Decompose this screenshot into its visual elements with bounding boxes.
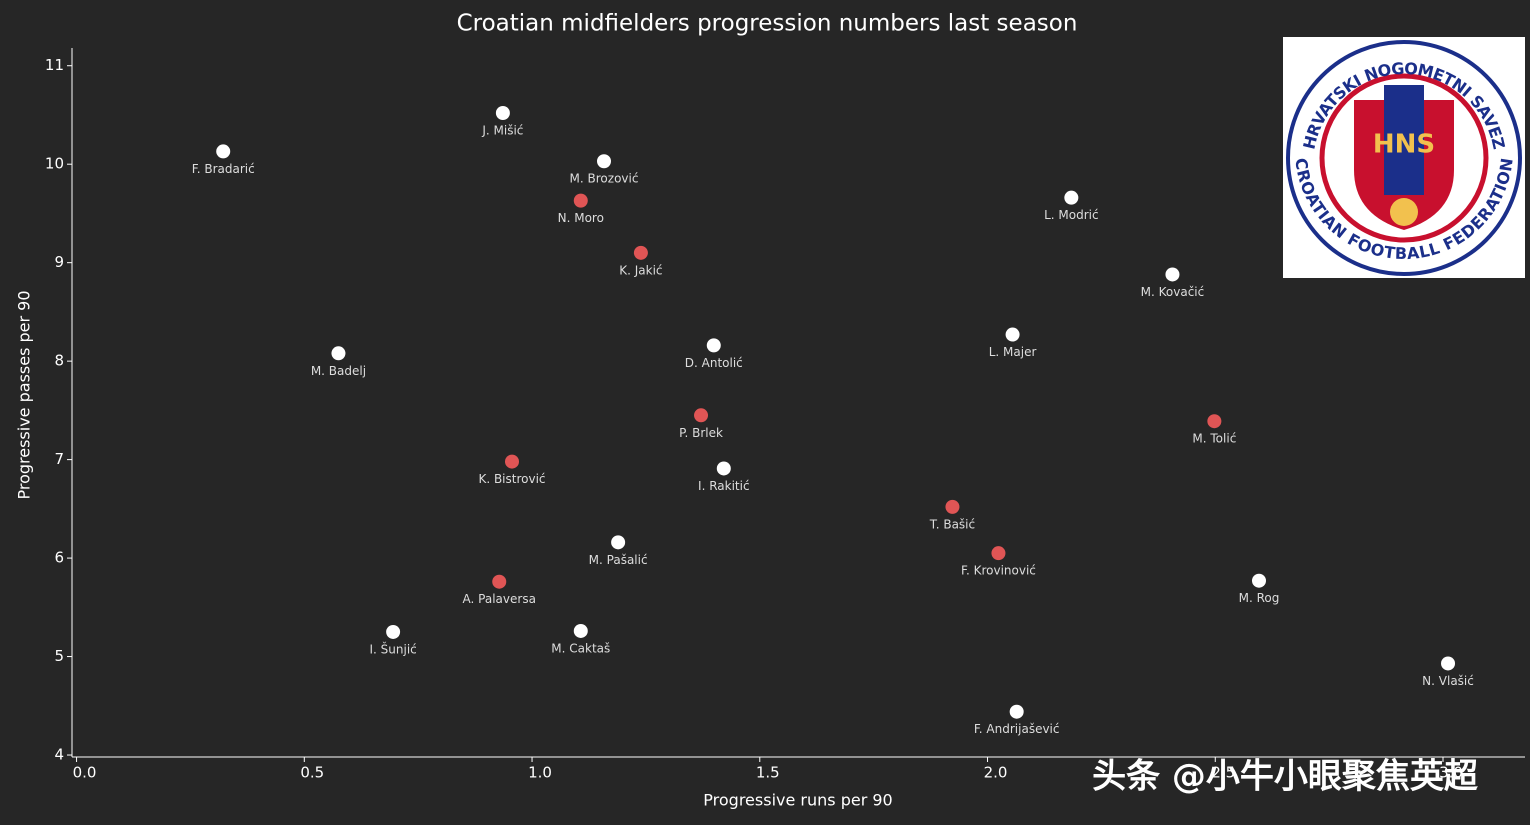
- x-tick-label: 0.0: [73, 764, 97, 782]
- point-label: N. Moro: [558, 211, 604, 225]
- x-tick-label: 2.5: [1211, 764, 1235, 782]
- point: [331, 346, 346, 361]
- point: [1005, 327, 1020, 342]
- point: [1251, 573, 1266, 588]
- point: [945, 499, 960, 514]
- x-axis-label: Progressive runs per 90: [703, 791, 892, 810]
- y-tick-label: 5: [54, 647, 64, 665]
- point-label: F. Krovinović: [961, 564, 1036, 578]
- point-label: L. Modrić: [1044, 208, 1099, 222]
- point-label: M. Brozović: [570, 172, 639, 186]
- x-tick-label: 2.0: [984, 764, 1008, 782]
- x-tick-label: 0.5: [300, 764, 324, 782]
- point: [573, 193, 588, 208]
- point-label: M. Rog: [1239, 591, 1280, 605]
- point: [633, 245, 648, 260]
- y-tick-label: 9: [54, 253, 64, 271]
- x-tick-label: 1.5: [756, 764, 780, 782]
- point-label: M. Tolić: [1192, 432, 1236, 446]
- point: [1009, 704, 1024, 719]
- point: [492, 574, 507, 589]
- point-label: D. Antolić: [685, 356, 743, 370]
- point-label: M. Pašalić: [589, 553, 648, 567]
- point: [1064, 190, 1079, 205]
- point: [504, 454, 519, 469]
- watermark: 头条 @小牛小眼聚焦英超: [1092, 757, 1479, 797]
- point: [694, 408, 709, 423]
- point-label: T. Bašić: [929, 517, 975, 531]
- logo: HRVATSKI NOGOMETNI SAVEZ CROATIAN FOOTBA…: [1283, 37, 1525, 278]
- y-tick-label: 10: [45, 155, 64, 173]
- point-label: M. Badelj: [311, 364, 366, 378]
- point: [495, 105, 510, 120]
- point: [611, 535, 626, 550]
- point-label: J. Mišić: [481, 123, 523, 137]
- point: [716, 461, 731, 476]
- point: [706, 338, 721, 353]
- point: [1441, 656, 1456, 671]
- point: [991, 546, 1006, 561]
- point-label: A. Palaversa: [463, 592, 536, 606]
- y-tick-label: 11: [45, 56, 64, 74]
- y-tick-label: 6: [54, 549, 64, 567]
- point-label: K. Jakić: [619, 263, 662, 277]
- point-label: K. Bistrović: [478, 472, 545, 486]
- y-tick-label: 7: [54, 450, 64, 468]
- point: [1207, 414, 1222, 429]
- point-label: P. Brlek: [679, 426, 723, 440]
- point: [386, 624, 401, 639]
- point: [1165, 267, 1180, 282]
- point-label: I. Šunjić: [369, 641, 416, 656]
- y-axis-label: Progressive passes per 90: [15, 290, 34, 499]
- point-label: M. Kovačić: [1141, 285, 1205, 299]
- x-tick-label: 1.0: [528, 764, 552, 782]
- logo-band: [1384, 85, 1424, 195]
- x-tick-label: 3.0: [1439, 764, 1463, 782]
- point-label: I. Rakitić: [698, 479, 750, 493]
- point-label: L. Majer: [989, 345, 1037, 359]
- point: [597, 154, 612, 169]
- point-label: F. Andrijašević: [974, 722, 1060, 736]
- point-label: F. Bradarić: [192, 162, 255, 176]
- point: [573, 623, 588, 638]
- point-label: M. Caktaš: [551, 641, 610, 655]
- y-tick-label: 8: [54, 352, 64, 370]
- logo-center-text: HNS: [1373, 130, 1435, 160]
- logo-ball: [1390, 198, 1418, 226]
- y-tick-label: 4: [54, 746, 64, 764]
- chart-title: Croatian midfielders progression numbers…: [457, 11, 1078, 37]
- point-label: N. Vlašić: [1422, 674, 1474, 688]
- point: [216, 144, 231, 159]
